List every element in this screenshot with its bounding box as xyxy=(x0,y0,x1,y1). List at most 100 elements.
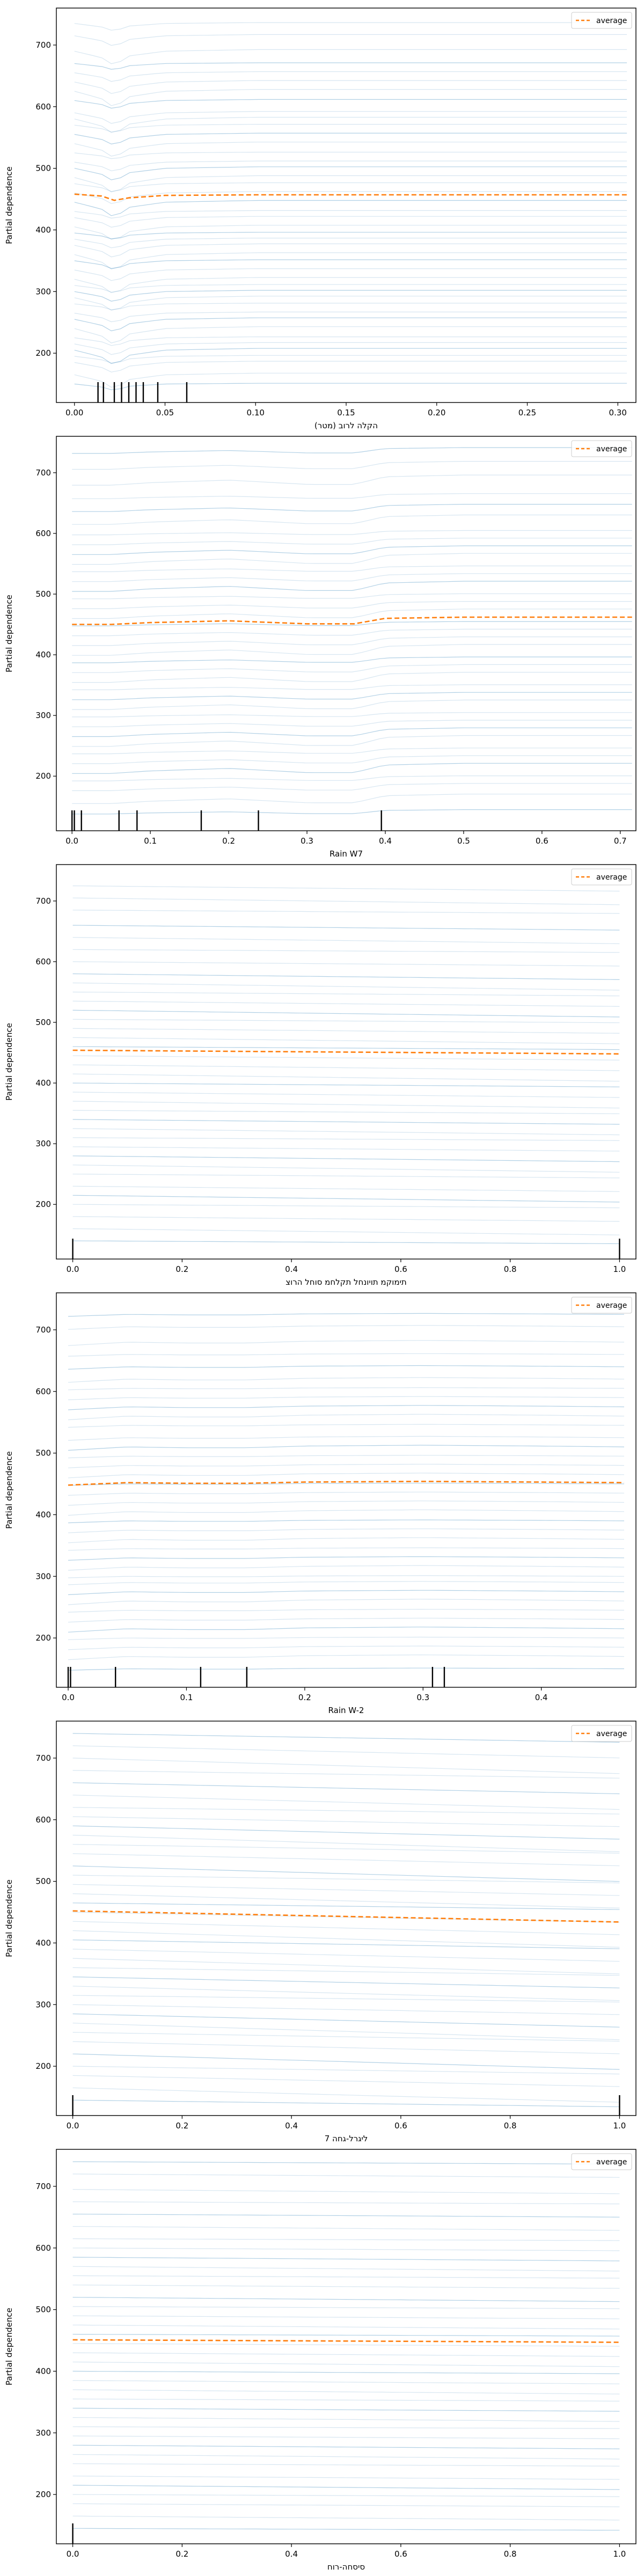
x-tick-label: 0.0 xyxy=(67,1264,79,1274)
x-tick-label: 0.6 xyxy=(394,2121,407,2131)
ice-line xyxy=(68,1491,625,1496)
ice-line xyxy=(68,1528,625,1533)
ice-line xyxy=(72,1745,620,1759)
y-axis-label: Partial dependence xyxy=(4,2308,14,2385)
ice-line xyxy=(72,1128,620,1136)
plot-area xyxy=(67,1313,625,1687)
ice-line xyxy=(72,593,632,599)
plot-area xyxy=(72,1733,620,2116)
ice-line xyxy=(74,243,627,258)
ice-line xyxy=(74,89,627,106)
ice-line xyxy=(72,1146,620,1152)
ice-line xyxy=(72,1902,620,1910)
legend: average xyxy=(571,12,632,29)
ice-line xyxy=(68,1565,625,1571)
ice-line xyxy=(72,672,632,683)
y-tick-label: 700 xyxy=(35,1325,51,1335)
ice-line xyxy=(68,1325,625,1330)
ice-line xyxy=(68,1618,625,1623)
ice-line xyxy=(72,748,632,755)
y-axis-label: Partial dependence xyxy=(4,1879,14,1957)
ice-line xyxy=(74,133,627,145)
ice-line xyxy=(72,1921,620,1935)
ice-line xyxy=(72,1185,620,1192)
ice-line xyxy=(72,2066,620,2075)
ice-line xyxy=(68,1547,625,1551)
ice-line xyxy=(74,238,627,248)
ice-line xyxy=(72,609,632,619)
ice-line xyxy=(74,348,627,364)
ice-line xyxy=(72,755,632,764)
ice-line xyxy=(68,1590,625,1596)
ice-line xyxy=(72,2174,620,2178)
ice-line xyxy=(74,252,627,269)
y-tick-label: 200 xyxy=(35,348,51,358)
y-axis-label: Partial dependence xyxy=(4,1023,14,1101)
legend-box xyxy=(571,1297,632,1314)
ice-line xyxy=(74,355,627,364)
y-tick-label: 200 xyxy=(35,1199,51,1209)
y-tick-label: 700 xyxy=(35,896,51,906)
ice-line xyxy=(72,1119,620,1125)
ice-line xyxy=(72,961,620,967)
ice-line xyxy=(72,2333,620,2337)
x-tick-label: 0.0 xyxy=(67,2121,79,2131)
ice-line xyxy=(68,1608,625,1613)
ice-line xyxy=(72,504,632,512)
legend-box xyxy=(571,2153,632,2170)
ice-line xyxy=(74,342,627,355)
ice-line xyxy=(74,80,627,94)
ice-line xyxy=(72,783,632,791)
x-tick-label: 1.0 xyxy=(613,1264,626,1274)
ice-line xyxy=(72,1228,620,1235)
ice-line xyxy=(68,1396,625,1400)
ice-line xyxy=(72,2417,620,2422)
ice-line xyxy=(72,1733,620,1743)
ice-line xyxy=(72,474,632,486)
ice-line xyxy=(72,1865,620,1882)
ice-line xyxy=(72,1082,620,1087)
ice-line xyxy=(72,545,632,555)
ice-line xyxy=(72,636,632,646)
ice-line xyxy=(72,514,632,525)
y-tick-label: 500 xyxy=(35,1018,51,1027)
ice-line xyxy=(72,775,632,781)
legend: average xyxy=(571,440,632,457)
legend-box xyxy=(571,1725,632,1742)
x-axis-label: סיסחה-רוח xyxy=(327,2562,365,2572)
ice-line xyxy=(72,1101,620,1109)
ice-line xyxy=(72,1174,620,1179)
x-tick-label: 0.7 xyxy=(614,836,627,846)
y-tick-label: 200 xyxy=(35,1633,51,1643)
y-tick-label: 400 xyxy=(35,1078,51,1088)
ice-line xyxy=(68,1340,625,1346)
x-tick-label: 0.3 xyxy=(301,836,313,846)
ice-line xyxy=(74,191,627,204)
ice-line xyxy=(72,2515,620,2521)
ice-line xyxy=(74,71,627,82)
y-tick-label: 600 xyxy=(35,529,51,538)
ice-line xyxy=(68,1473,625,1479)
x-tick-label: 0.05 xyxy=(156,408,174,418)
ice-line xyxy=(68,1556,625,1561)
ice-line xyxy=(74,160,627,171)
ice-line xyxy=(72,1037,620,1044)
chart-panel-4: 0.0 0.1 0.2 0.3 0.4 200 300 400 500 600 700 Rain W-… xyxy=(4,1292,636,1715)
ice-line xyxy=(72,1240,620,1245)
ice-line xyxy=(72,1807,620,1814)
ice-line xyxy=(72,644,632,656)
ice-line xyxy=(72,601,632,609)
ice-line xyxy=(72,656,632,663)
ice-line xyxy=(72,1019,620,1023)
ice-line xyxy=(72,727,632,737)
x-tick-label: 0.20 xyxy=(428,408,445,418)
plot-area xyxy=(74,22,627,402)
ice-line xyxy=(72,2023,620,2040)
x-tick-label: 0.8 xyxy=(504,1264,517,1274)
x-tick-label: 0.4 xyxy=(379,836,392,846)
ice-line xyxy=(72,1165,620,1173)
ice-line xyxy=(72,1073,620,1082)
x-tick-label: 0.4 xyxy=(285,1264,298,1274)
ice-line xyxy=(72,2494,620,2497)
ice-line xyxy=(72,2528,620,2531)
